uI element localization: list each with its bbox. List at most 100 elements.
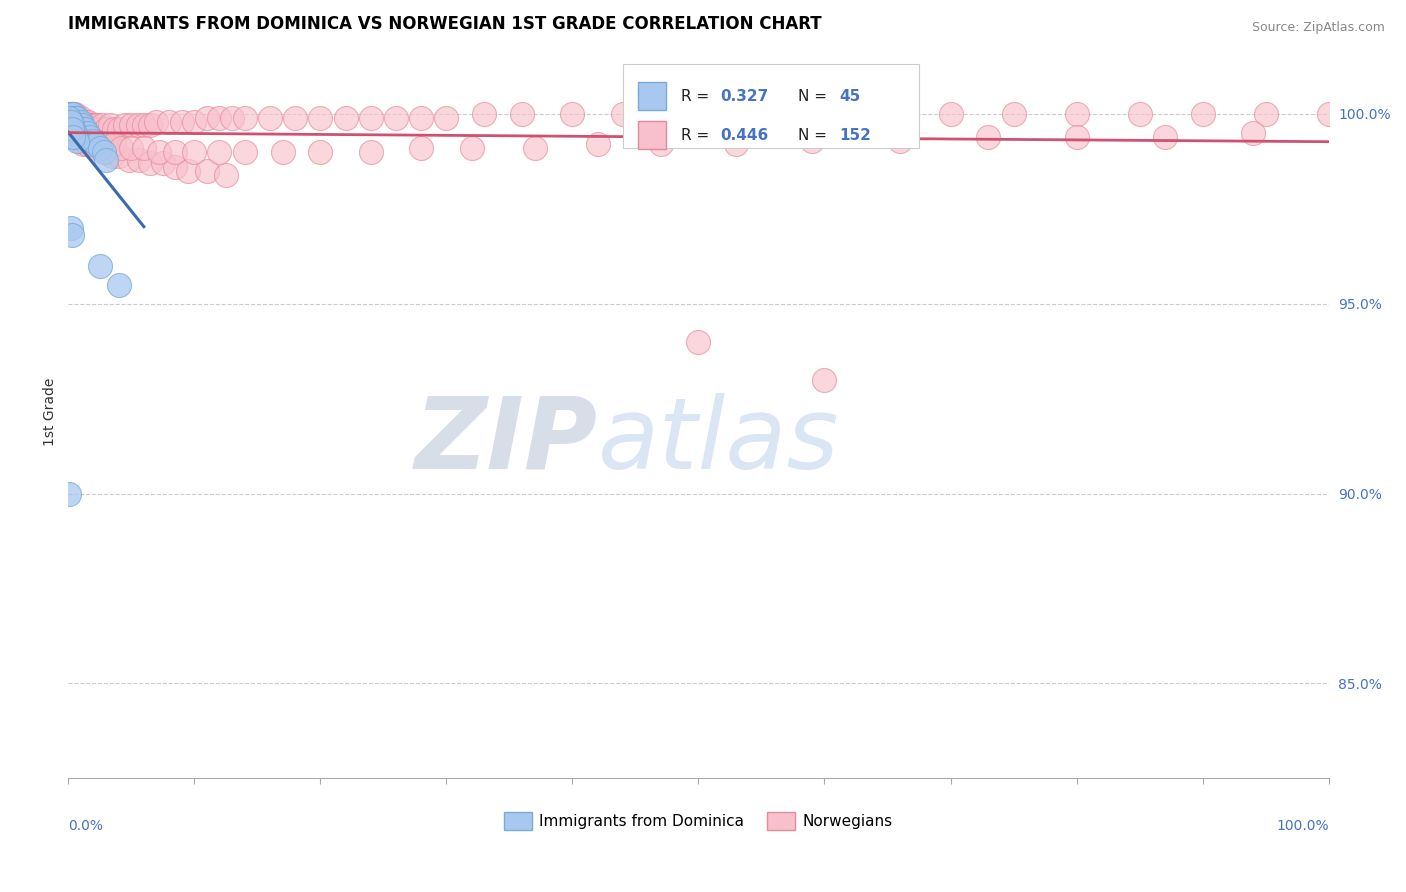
Point <box>67 119 90 133</box>
Point <box>662 107 685 121</box>
Point <box>76 126 98 140</box>
Point <box>69 119 91 133</box>
Point <box>60 228 83 243</box>
Point <box>114 119 136 133</box>
Point <box>60 111 83 125</box>
Point <box>1129 107 1152 121</box>
Bar <box>638 82 665 110</box>
Point <box>84 141 107 155</box>
Point <box>65 122 87 136</box>
Point <box>309 111 332 125</box>
Point <box>94 122 117 136</box>
Point <box>103 122 125 136</box>
Point <box>1153 129 1175 144</box>
Point <box>94 153 117 167</box>
Point <box>62 107 84 121</box>
Point <box>80 134 103 148</box>
Point <box>411 141 433 155</box>
Point <box>59 114 82 128</box>
Point <box>60 114 83 128</box>
Point <box>195 164 218 178</box>
Point <box>84 137 107 152</box>
Point <box>59 111 82 125</box>
Point <box>148 145 170 159</box>
Point <box>90 141 112 155</box>
Point <box>65 111 87 125</box>
Point <box>107 277 129 292</box>
Point <box>94 137 117 152</box>
Text: ZIP: ZIP <box>415 392 598 490</box>
Point <box>132 119 155 133</box>
Point <box>76 119 98 133</box>
Point <box>58 107 80 121</box>
Point <box>65 119 87 133</box>
Point <box>72 134 94 148</box>
Point <box>63 111 86 125</box>
Point <box>63 114 86 128</box>
Point <box>73 129 96 144</box>
Point <box>89 122 111 136</box>
Point <box>107 149 129 163</box>
Point <box>195 111 218 125</box>
Point <box>62 122 84 136</box>
Point <box>62 129 84 144</box>
Point <box>66 111 89 125</box>
Point <box>69 114 91 128</box>
Point <box>725 137 748 152</box>
Point <box>763 107 786 121</box>
Point <box>128 153 150 167</box>
Point <box>110 141 132 155</box>
Point <box>118 153 141 167</box>
Point <box>434 111 457 125</box>
Point <box>67 129 90 144</box>
Point <box>66 126 89 140</box>
Point <box>83 134 105 148</box>
Point <box>63 111 86 125</box>
Point <box>183 114 205 128</box>
Point <box>62 122 84 136</box>
Point <box>1191 107 1213 121</box>
Text: R =: R = <box>681 88 714 103</box>
Point <box>69 119 91 133</box>
Point <box>813 373 835 387</box>
Point <box>79 129 101 144</box>
Point <box>139 156 162 170</box>
Point <box>132 141 155 155</box>
Point <box>76 137 98 152</box>
Point <box>1066 129 1088 144</box>
Point <box>59 114 82 128</box>
Point <box>70 114 93 128</box>
Point <box>73 122 96 136</box>
Point <box>80 119 103 133</box>
Point <box>107 122 129 136</box>
Point <box>65 111 87 125</box>
Point <box>69 111 91 125</box>
Point <box>60 114 83 128</box>
Point <box>67 126 90 140</box>
Y-axis label: 1st Grade: 1st Grade <box>44 377 58 446</box>
Point <box>561 107 583 121</box>
Point <box>66 114 89 128</box>
Point <box>103 137 125 152</box>
Point <box>939 107 962 121</box>
Point <box>60 111 83 125</box>
Point <box>66 134 89 148</box>
Point <box>63 126 86 140</box>
Point <box>139 119 162 133</box>
Point <box>60 107 83 121</box>
Point <box>70 119 93 133</box>
Point <box>70 129 93 144</box>
Point <box>889 134 911 148</box>
Point <box>94 145 117 159</box>
Text: IMMIGRANTS FROM DOMINICA VS NORWEGIAN 1ST GRADE CORRELATION CHART: IMMIGRANTS FROM DOMINICA VS NORWEGIAN 1S… <box>69 15 823 33</box>
Point <box>66 129 89 144</box>
Text: atlas: atlas <box>598 392 839 490</box>
Point <box>63 107 86 121</box>
Point <box>89 259 111 273</box>
Point <box>63 122 86 136</box>
Point <box>80 137 103 152</box>
Point <box>84 122 107 136</box>
Point <box>58 486 80 500</box>
Point <box>77 114 100 128</box>
Point <box>120 141 142 155</box>
